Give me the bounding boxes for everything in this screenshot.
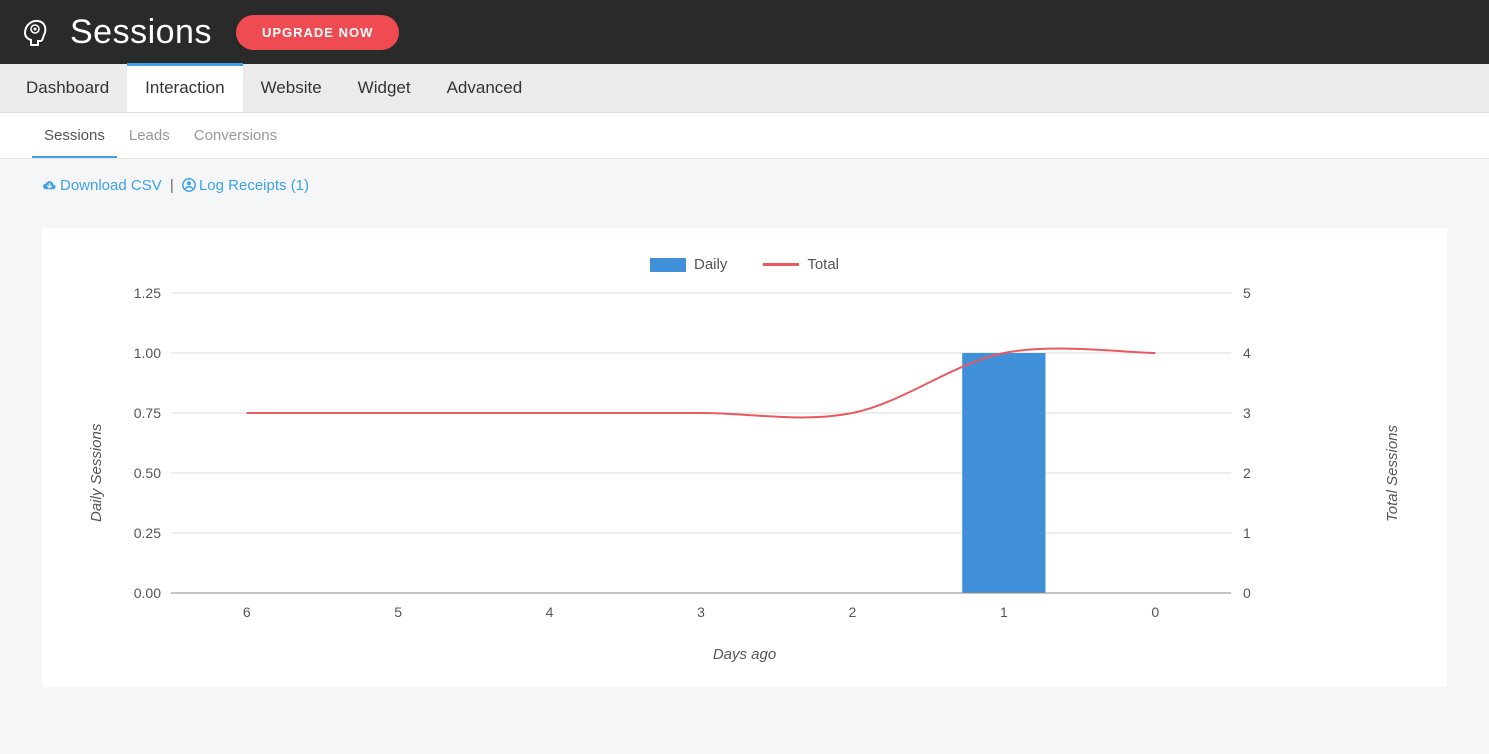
svg-text:2: 2 — [1243, 465, 1251, 481]
x-axis-label: Days ago — [111, 646, 1378, 663]
svg-text:0.00: 0.00 — [134, 585, 161, 601]
svg-text:3: 3 — [697, 604, 705, 620]
user-circle-icon — [182, 178, 196, 196]
chart-plot: 0.00 0.25 0.50 0.75 1.00 1.25 0 1 2 3 4 5 6 5 4 3 2 1 0 Da… — [111, 283, 1378, 663]
page-title: Sessions — [70, 13, 212, 52]
svg-text:5: 5 — [394, 604, 402, 620]
legend-daily-label: Daily — [694, 256, 727, 273]
upgrade-button[interactable]: UPGRADE NOW — [236, 15, 399, 50]
chart-legend: Daily Total — [82, 256, 1407, 273]
svg-text:1: 1 — [1243, 525, 1251, 541]
svg-text:6: 6 — [243, 604, 251, 620]
y-right-axis-label: Total Sessions — [1378, 283, 1407, 663]
tab-dashboard[interactable]: Dashboard — [8, 64, 127, 112]
subtab-leads[interactable]: Leads — [117, 113, 182, 158]
svg-text:0: 0 — [1151, 604, 1159, 620]
legend-line-swatch — [763, 263, 799, 266]
legend-bar-swatch — [650, 258, 686, 272]
tab-widget[interactable]: Widget — [340, 64, 429, 112]
svg-text:1: 1 — [1000, 604, 1008, 620]
svg-text:0: 0 — [1243, 585, 1251, 601]
svg-text:1.00: 1.00 — [134, 345, 161, 361]
chart-card: Daily Total Daily Sessions 0.000.250.500… — [42, 228, 1447, 687]
toolbar: Download CSV | Log Receipts (1) — [0, 159, 1489, 206]
legend-daily[interactable]: Daily — [650, 256, 727, 273]
chart-svg: 0.00 0.25 0.50 0.75 1.00 1.25 0 1 2 3 4 5 6 5 4 3 2 1 0 — [111, 283, 1281, 633]
log-receipts-link[interactable]: Log Receipts (1) — [199, 177, 309, 194]
subtab-sessions[interactable]: Sessions — [32, 113, 117, 158]
svg-text:4: 4 — [546, 604, 554, 620]
svg-text:4: 4 — [1243, 345, 1251, 361]
brain-logo-icon — [18, 15, 52, 49]
legend-total[interactable]: Total — [763, 256, 839, 273]
main-tab-bar: Dashboard Interaction Website Widget Adv… — [0, 64, 1489, 113]
svg-text:3: 3 — [1243, 405, 1251, 421]
svg-text:0.25: 0.25 — [134, 525, 161, 541]
tab-interaction[interactable]: Interaction — [127, 63, 242, 112]
tab-website[interactable]: Website — [243, 64, 340, 112]
chart-area: Daily Sessions 0.000.250.500.751.001.250… — [82, 283, 1407, 663]
tab-advanced[interactable]: Advanced — [429, 64, 541, 112]
svg-text:1.25: 1.25 — [134, 285, 161, 301]
svg-text:0.75: 0.75 — [134, 405, 161, 421]
y-left-axis-label: Daily Sessions — [82, 283, 111, 663]
svg-text:2: 2 — [849, 604, 857, 620]
download-csv-link[interactable]: Download CSV — [60, 177, 162, 194]
svg-text:5: 5 — [1243, 285, 1251, 301]
toolbar-separator: | — [170, 177, 174, 194]
top-header: Sessions UPGRADE NOW — [0, 0, 1489, 64]
svg-text:0.50: 0.50 — [134, 465, 161, 481]
legend-total-label: Total — [807, 256, 839, 273]
sub-tab-bar: Sessions Leads Conversions — [0, 113, 1489, 159]
subtab-conversions[interactable]: Conversions — [182, 113, 289, 158]
logo-block: Sessions — [18, 13, 212, 52]
cloud-download-icon — [42, 179, 57, 196]
